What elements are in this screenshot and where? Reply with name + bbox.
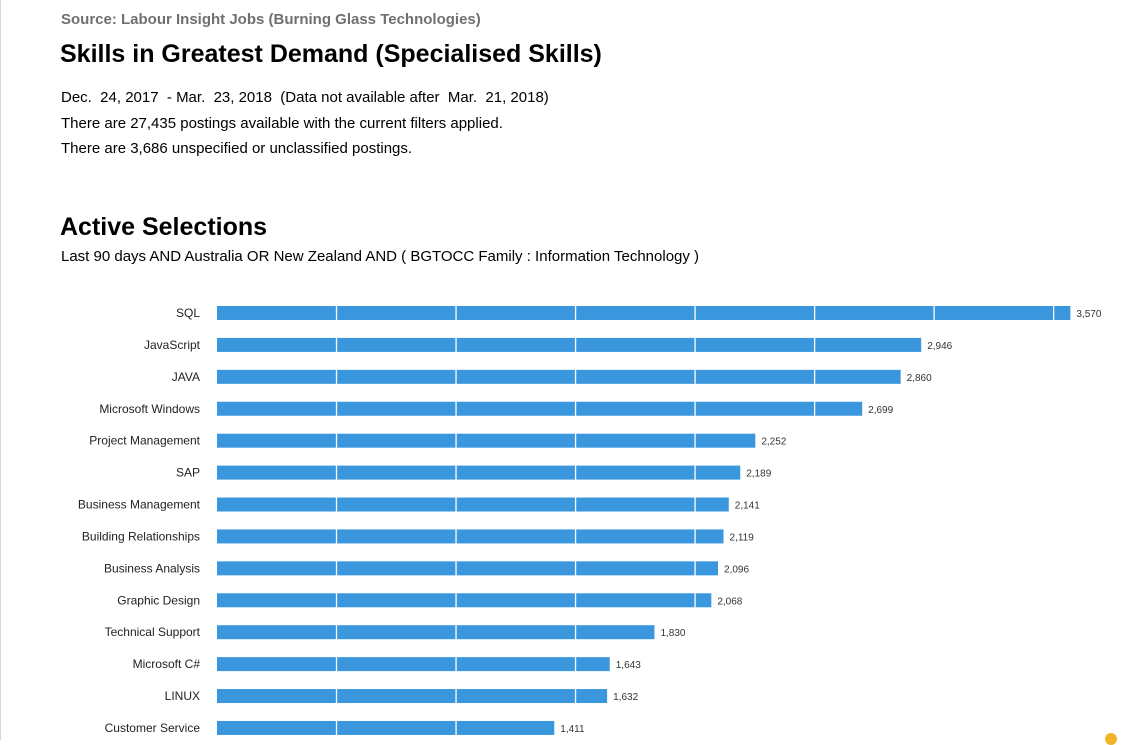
value-label: 2,946 [927, 341, 952, 352]
value-label: 2,189 [746, 469, 771, 480]
category-label: Customer Service [105, 721, 201, 735]
bar[interactable] [217, 306, 1071, 320]
category-label: LINUX [165, 689, 200, 703]
bar[interactable] [217, 465, 741, 480]
category-label: Building Relationships [82, 529, 200, 543]
value-label: 3,570 [1076, 309, 1101, 320]
value-label: 1,632 [613, 692, 638, 703]
page-title: Skills in Greatest Demand (Specialised S… [60, 40, 602, 68]
category-label: Microsoft C# [133, 657, 201, 671]
value-label: 2,860 [907, 373, 932, 384]
bar[interactable] [217, 561, 719, 576]
category-label: Graphic Design [117, 593, 200, 607]
category-label: JavaScript [144, 338, 201, 352]
active-selections-text: Last 90 days AND Australia OR New Zealan… [61, 248, 700, 265]
bar[interactable] [217, 369, 901, 384]
value-label: 2,141 [735, 501, 760, 512]
category-label: JAVA [172, 370, 200, 384]
bar[interactable] [217, 401, 863, 416]
bar[interactable] [217, 529, 724, 544]
category-label: Business Analysis [104, 561, 200, 575]
category-label: Microsoft Windows [99, 402, 200, 416]
category-label: Technical Support [105, 625, 201, 639]
value-label: 1,411 [560, 724, 585, 735]
bar[interactable] [217, 689, 608, 704]
value-label: 2,699 [868, 405, 893, 416]
category-label: SAP [176, 466, 200, 480]
bar[interactable] [217, 625, 655, 640]
bar[interactable] [217, 593, 712, 608]
value-label: 1,643 [616, 660, 641, 671]
bar[interactable] [217, 720, 555, 735]
help-icon[interactable] [1105, 733, 1117, 745]
active-selections-heading: Active Selections [60, 213, 268, 241]
category-label: Project Management [89, 434, 200, 448]
unspecified-count: There are 3,686 unspecified or unclassif… [61, 140, 413, 157]
category-label: SQL [176, 306, 200, 320]
source-line: Source: Labour Insight Jobs (Burning Gla… [61, 11, 481, 28]
value-label: 2,096 [724, 564, 749, 575]
left-border [0, 0, 1, 740]
value-label: 1,830 [660, 628, 685, 639]
date-range: Dec. 24, 2017 - Mar. 23, 2018 (Data not … [61, 89, 549, 106]
bar[interactable] [217, 337, 922, 352]
value-label: 2,119 [730, 532, 755, 543]
category-label: Business Management [78, 498, 201, 512]
bar[interactable] [217, 433, 756, 448]
bar[interactable] [217, 657, 610, 672]
value-label: 2,252 [761, 437, 786, 448]
bar[interactable] [217, 497, 729, 512]
postings-count: There are 27,435 postings available with… [61, 115, 503, 132]
value-label: 2,068 [717, 596, 742, 607]
